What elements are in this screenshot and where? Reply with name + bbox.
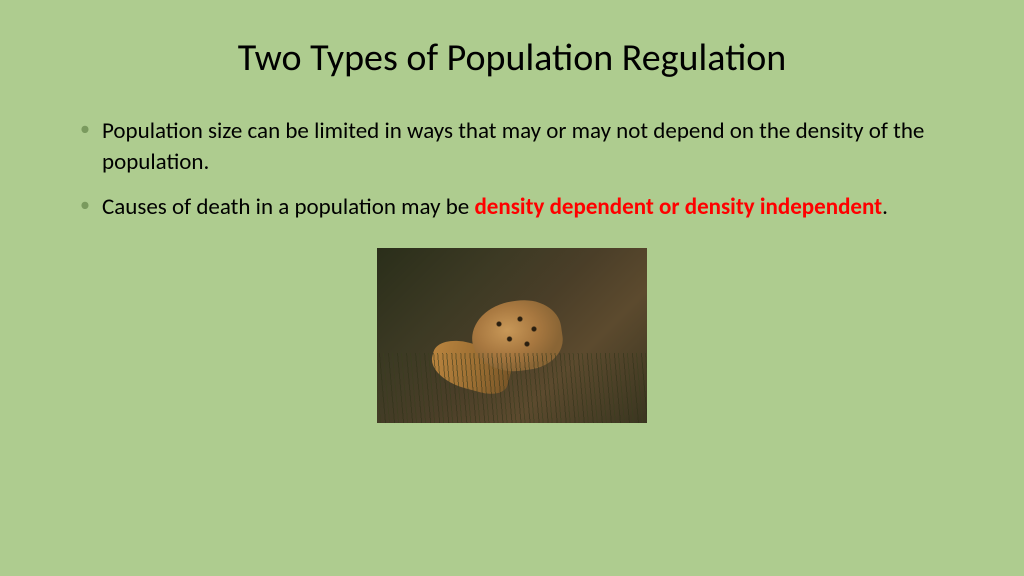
bullet-text: Population size can be limited in ways t… [102, 117, 924, 176]
slide-content: Two Types of Population Regulation Popul… [0, 0, 1024, 576]
image-container [60, 248, 964, 423]
bullet-text-highlight: density dependent or density independent [474, 193, 882, 221]
grass-overlay [377, 353, 647, 423]
slide-title: Two Types of Population Regulation [60, 35, 964, 81]
bullet-text: Causes of death in a population may be [102, 193, 474, 221]
cheetah-spots [485, 309, 555, 359]
bullet-text: . [882, 193, 888, 221]
bullet-item: Causes of death in a population may be d… [80, 192, 964, 223]
bullet-list: Population size can be limited in ways t… [60, 116, 964, 223]
cheetah-prey-image [377, 248, 647, 423]
bullet-item: Population size can be limited in ways t… [80, 116, 964, 178]
